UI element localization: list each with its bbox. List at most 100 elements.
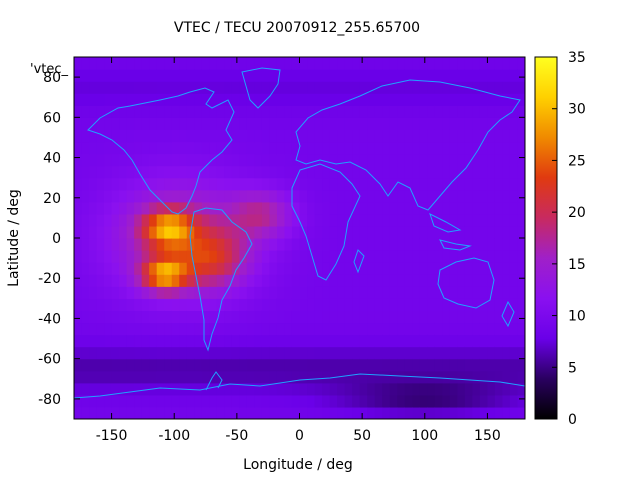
heatmap-cell [269, 69, 278, 82]
heatmap-cell [291, 406, 301, 419]
heatmap-cell [382, 189, 391, 203]
heatmap-cell [186, 177, 195, 191]
heatmap-cell [89, 370, 98, 384]
heatmap-cell [239, 213, 248, 227]
heatmap-cell [494, 334, 504, 348]
heatmap-cell [216, 346, 225, 360]
heatmap-cell [352, 298, 361, 311]
heatmap-cell [89, 201, 98, 215]
heatmap-cell [111, 298, 120, 311]
heatmap-cell [359, 69, 368, 82]
heatmap-cell [89, 177, 98, 191]
heatmap-cell [434, 129, 443, 143]
heatmap-cell [276, 370, 286, 384]
heatmap-cell [314, 81, 323, 94]
heatmap-cell [337, 394, 346, 408]
heatmap-cell [464, 274, 473, 287]
heatmap-cell [389, 165, 398, 179]
heatmap-cell [149, 117, 158, 130]
heatmap-cell [472, 406, 481, 419]
heatmap-cell [427, 262, 436, 275]
heatmap-cell [442, 129, 451, 143]
heatmap-cell [104, 201, 113, 215]
heatmap-cell [397, 105, 406, 118]
heatmap-cell [291, 310, 301, 324]
heatmap-cell [419, 81, 428, 94]
heatmap-cell [171, 225, 180, 239]
heatmap-cell [344, 382, 353, 396]
heatmap-cell [201, 129, 210, 143]
heatmap-cell [149, 153, 158, 167]
heatmap-cell [479, 225, 489, 239]
heatmap-cell [224, 238, 233, 251]
heatmap-cell [171, 298, 180, 311]
heatmap-cell [412, 310, 421, 324]
heatmap-cell [276, 310, 286, 324]
heatmap-cell [269, 274, 278, 287]
heatmap-cell [419, 322, 428, 336]
heatmap-cell [487, 165, 496, 179]
heatmap-cell [216, 286, 225, 299]
heatmap-cell [111, 406, 120, 419]
x-tick-label: 100 [411, 428, 438, 444]
heatmap-cell [201, 322, 210, 336]
heatmap-cell [419, 177, 428, 191]
x-tick-label: 50 [353, 428, 371, 444]
heatmap-cell [419, 238, 428, 251]
heatmap-cell [434, 141, 443, 155]
heatmap-cell [449, 358, 458, 372]
heatmap-cell [374, 274, 383, 287]
heatmap-cell [449, 250, 458, 263]
heatmap-cell [382, 298, 391, 311]
heatmap-cell [464, 334, 473, 348]
heatmap-cell [224, 105, 233, 118]
heatmap-cell [517, 286, 525, 299]
heatmap-cell [269, 334, 278, 348]
heatmap-cell [201, 57, 210, 70]
heatmap-cell [487, 105, 496, 118]
coastline-australia [437, 257, 495, 309]
heatmap-cell [239, 81, 248, 94]
heatmap-cell [246, 225, 255, 239]
heatmap-cell [231, 93, 240, 106]
heatmap-cell [337, 129, 346, 143]
heatmap-cell [479, 213, 489, 227]
heatmap-cell [509, 358, 519, 372]
heatmap-cell [231, 69, 240, 82]
heatmap-cell [141, 57, 150, 70]
heatmap-cell [126, 213, 135, 227]
heatmap-cell [359, 225, 368, 239]
heatmap-cell [104, 105, 113, 118]
heatmap-cell [149, 346, 158, 360]
heatmap-cell [472, 370, 481, 384]
heatmap-cell [314, 286, 323, 299]
heatmap-cell [239, 262, 248, 275]
heatmap-cell [141, 105, 150, 118]
heatmap-cell [479, 238, 489, 251]
heatmap-cell [344, 346, 353, 360]
heatmap-cell [434, 201, 443, 215]
heatmap-cell [81, 129, 90, 143]
heatmap-cell [284, 346, 293, 360]
heatmap-cell [224, 310, 233, 324]
heatmap-cell [74, 250, 83, 263]
heatmap-cell [307, 250, 316, 263]
heatmap-cell [457, 250, 466, 263]
heatmap-cell [374, 310, 383, 324]
heatmap-cell [74, 406, 83, 419]
heatmap-cell [164, 213, 173, 227]
heatmap-cell [186, 165, 195, 179]
heatmap-cell [216, 117, 225, 130]
heatmap-cell [194, 93, 203, 106]
heatmap-cell [239, 129, 248, 143]
heatmap-cell [141, 93, 150, 106]
heatmap-cell [231, 262, 240, 275]
heatmap-cell [194, 394, 203, 408]
heatmap-cell [299, 189, 308, 203]
heatmap-cell [186, 69, 195, 82]
heatmap-cell [209, 153, 218, 167]
heatmap-cell [322, 69, 331, 82]
x-tick-label: -50 [225, 428, 248, 444]
heatmap-cell [269, 177, 278, 191]
heatmap-cell [449, 406, 458, 419]
